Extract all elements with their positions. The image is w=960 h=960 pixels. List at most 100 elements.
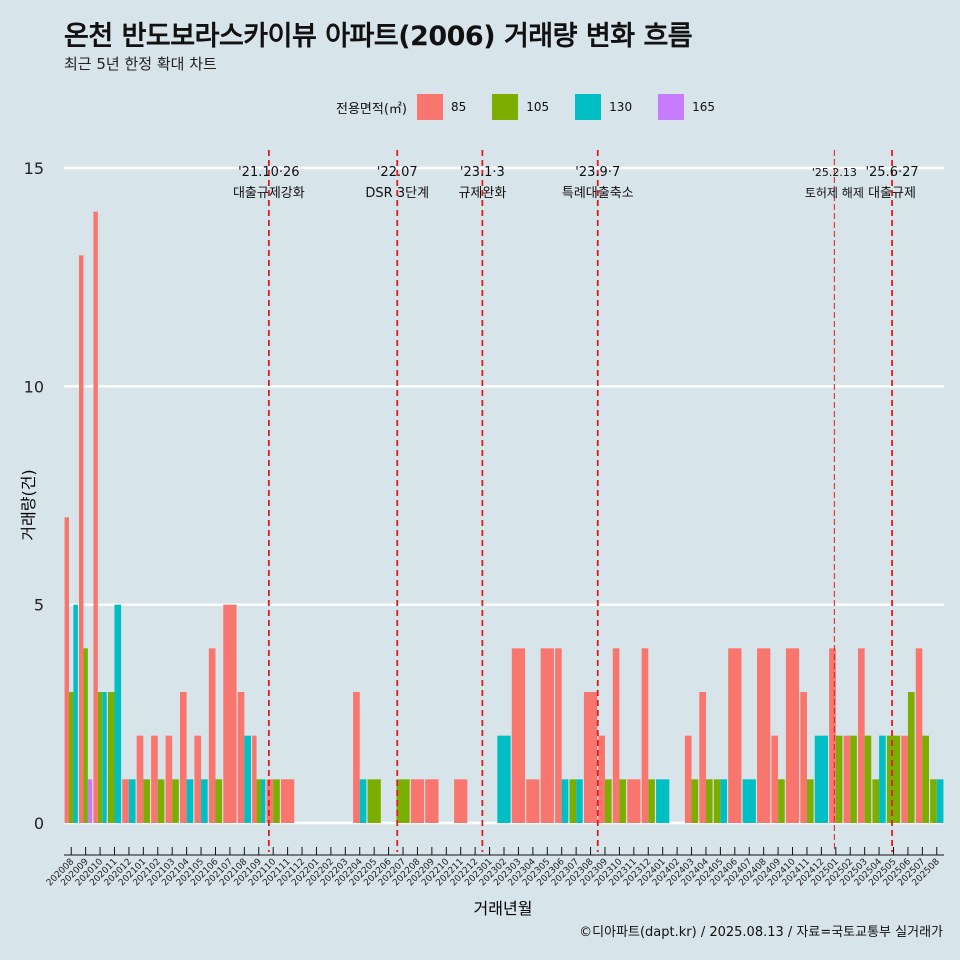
bar-202310-85 [612,648,620,823]
bar-202410-85 [785,648,800,823]
bar-202104-85 [179,692,187,823]
bar-202010-105 [97,692,103,823]
bar-202504-130 [879,735,886,823]
bar-202209-85 [425,779,439,823]
event-date-4: '23.9·7 [575,165,620,180]
bar-202312-105 [648,779,655,823]
bar-202107-85 [223,604,237,823]
y-tick-label-5: 5 [34,596,44,615]
event-date-5: '25.2.13 [812,166,857,179]
legend-label-105: 105 [526,100,550,114]
legend-item-130: 130 [575,94,654,120]
bar-202508-105 [930,779,937,823]
bar-202308-85 [583,692,598,823]
event-label-4: 특례대출축소 [562,186,634,201]
bar-202311-85 [627,779,641,823]
bar-202207-105 [396,779,410,823]
bar-202405-105 [713,779,721,823]
bar-202105-130 [201,779,208,823]
bar-202407-130 [742,779,756,823]
bar-202503-105 [864,735,872,823]
legend-label-165: 165 [692,100,715,114]
bar-202412-130 [814,735,829,823]
bar-202505-105 [886,735,901,823]
bar-202508-130 [936,779,944,823]
bar-202108-130 [244,735,251,823]
bar-202104-130 [186,779,194,823]
bar-202008-105 [69,692,74,823]
bar-202304-85 [526,779,540,823]
event-label-2: DSR 3단계 [365,186,429,201]
legend-swatch-130 [575,94,602,120]
event-label-5: 토허제 해제 [805,186,864,200]
bar-202302-130 [497,735,511,823]
bar-202305-85 [540,648,554,823]
bar-202503-85 [858,648,865,823]
bar-202109-130 [260,779,266,823]
bar-202504-105 [872,779,880,823]
legend-swatch-105 [492,94,519,120]
bar-202507-85 [915,648,923,823]
bar-202408-85 [757,648,771,823]
bar-202411-85 [800,692,807,823]
bar-202105-85 [194,735,202,823]
legend-title: 전용면적(㎡) [336,101,407,117]
legend-item-85: 85 [416,94,488,120]
bar-202103-105 [172,779,179,823]
bar-202111-85 [280,779,295,823]
bar-202409-85 [771,735,779,823]
legend-swatch-85 [416,94,443,120]
bar-202110-85 [266,779,274,823]
bar-202208-85 [410,779,425,823]
bar-202409-105 [778,779,785,823]
bar-202211-85 [454,779,468,823]
x-axis-label: 거래년월 [474,899,533,918]
legend: 전용면적(㎡) 85 105 130 165 [336,92,741,122]
bar-202501-85 [829,648,836,823]
bar-202106-105 [215,779,223,823]
bar-202008-85 [64,517,70,823]
bar-202309-85 [598,735,605,823]
bar-202109-85 [252,735,257,823]
bar-202502-105 [850,735,857,823]
bar-202012-85 [122,779,129,823]
bar-202106-85 [208,648,216,823]
bar-202012-130 [128,779,136,823]
bars [64,211,944,824]
event-date-6: '25.6·27 [865,165,918,180]
bar-202204-85 [353,692,360,823]
event-label-3: 규제완화 [458,186,506,201]
bar-202507-105 [922,735,929,823]
bar-202109-105 [256,779,261,823]
y-tick-label-10: 10 [24,377,44,396]
bar-202204-130 [359,779,367,823]
event-date-1: '21.10·26 [238,165,299,180]
y-tick-label-15: 15 [24,159,44,178]
bar-202010-85 [93,211,98,823]
bar-202403-85 [684,735,692,823]
bar-202405-130 [720,779,728,823]
event-date-3: '23.1·3 [460,165,505,180]
bar-202011-130 [114,604,122,823]
bar-202501-105 [835,735,843,823]
bar-202306-85 [555,648,562,823]
gridlines [64,166,944,825]
bar-202401-130 [656,779,670,823]
bar-202205-105 [367,779,381,823]
bar-202309-105 [604,779,612,823]
bar-202306-130 [561,779,569,823]
bar-202008-130 [73,604,78,823]
bar-202406-85 [728,648,742,823]
bar-202103-85 [165,735,173,823]
bar-202307-130 [576,779,583,823]
bar-202010-130 [102,692,107,823]
bar-202404-85 [699,692,706,823]
bar-202506-85 [901,735,908,823]
bar-202303-85 [511,648,526,823]
bar-202502-85 [843,735,851,823]
event-label-6: 대출규제 [868,186,916,201]
chart-subtitle: 최근 5년 한정 확대 차트 [64,55,217,73]
legend-label-130: 130 [609,100,633,114]
